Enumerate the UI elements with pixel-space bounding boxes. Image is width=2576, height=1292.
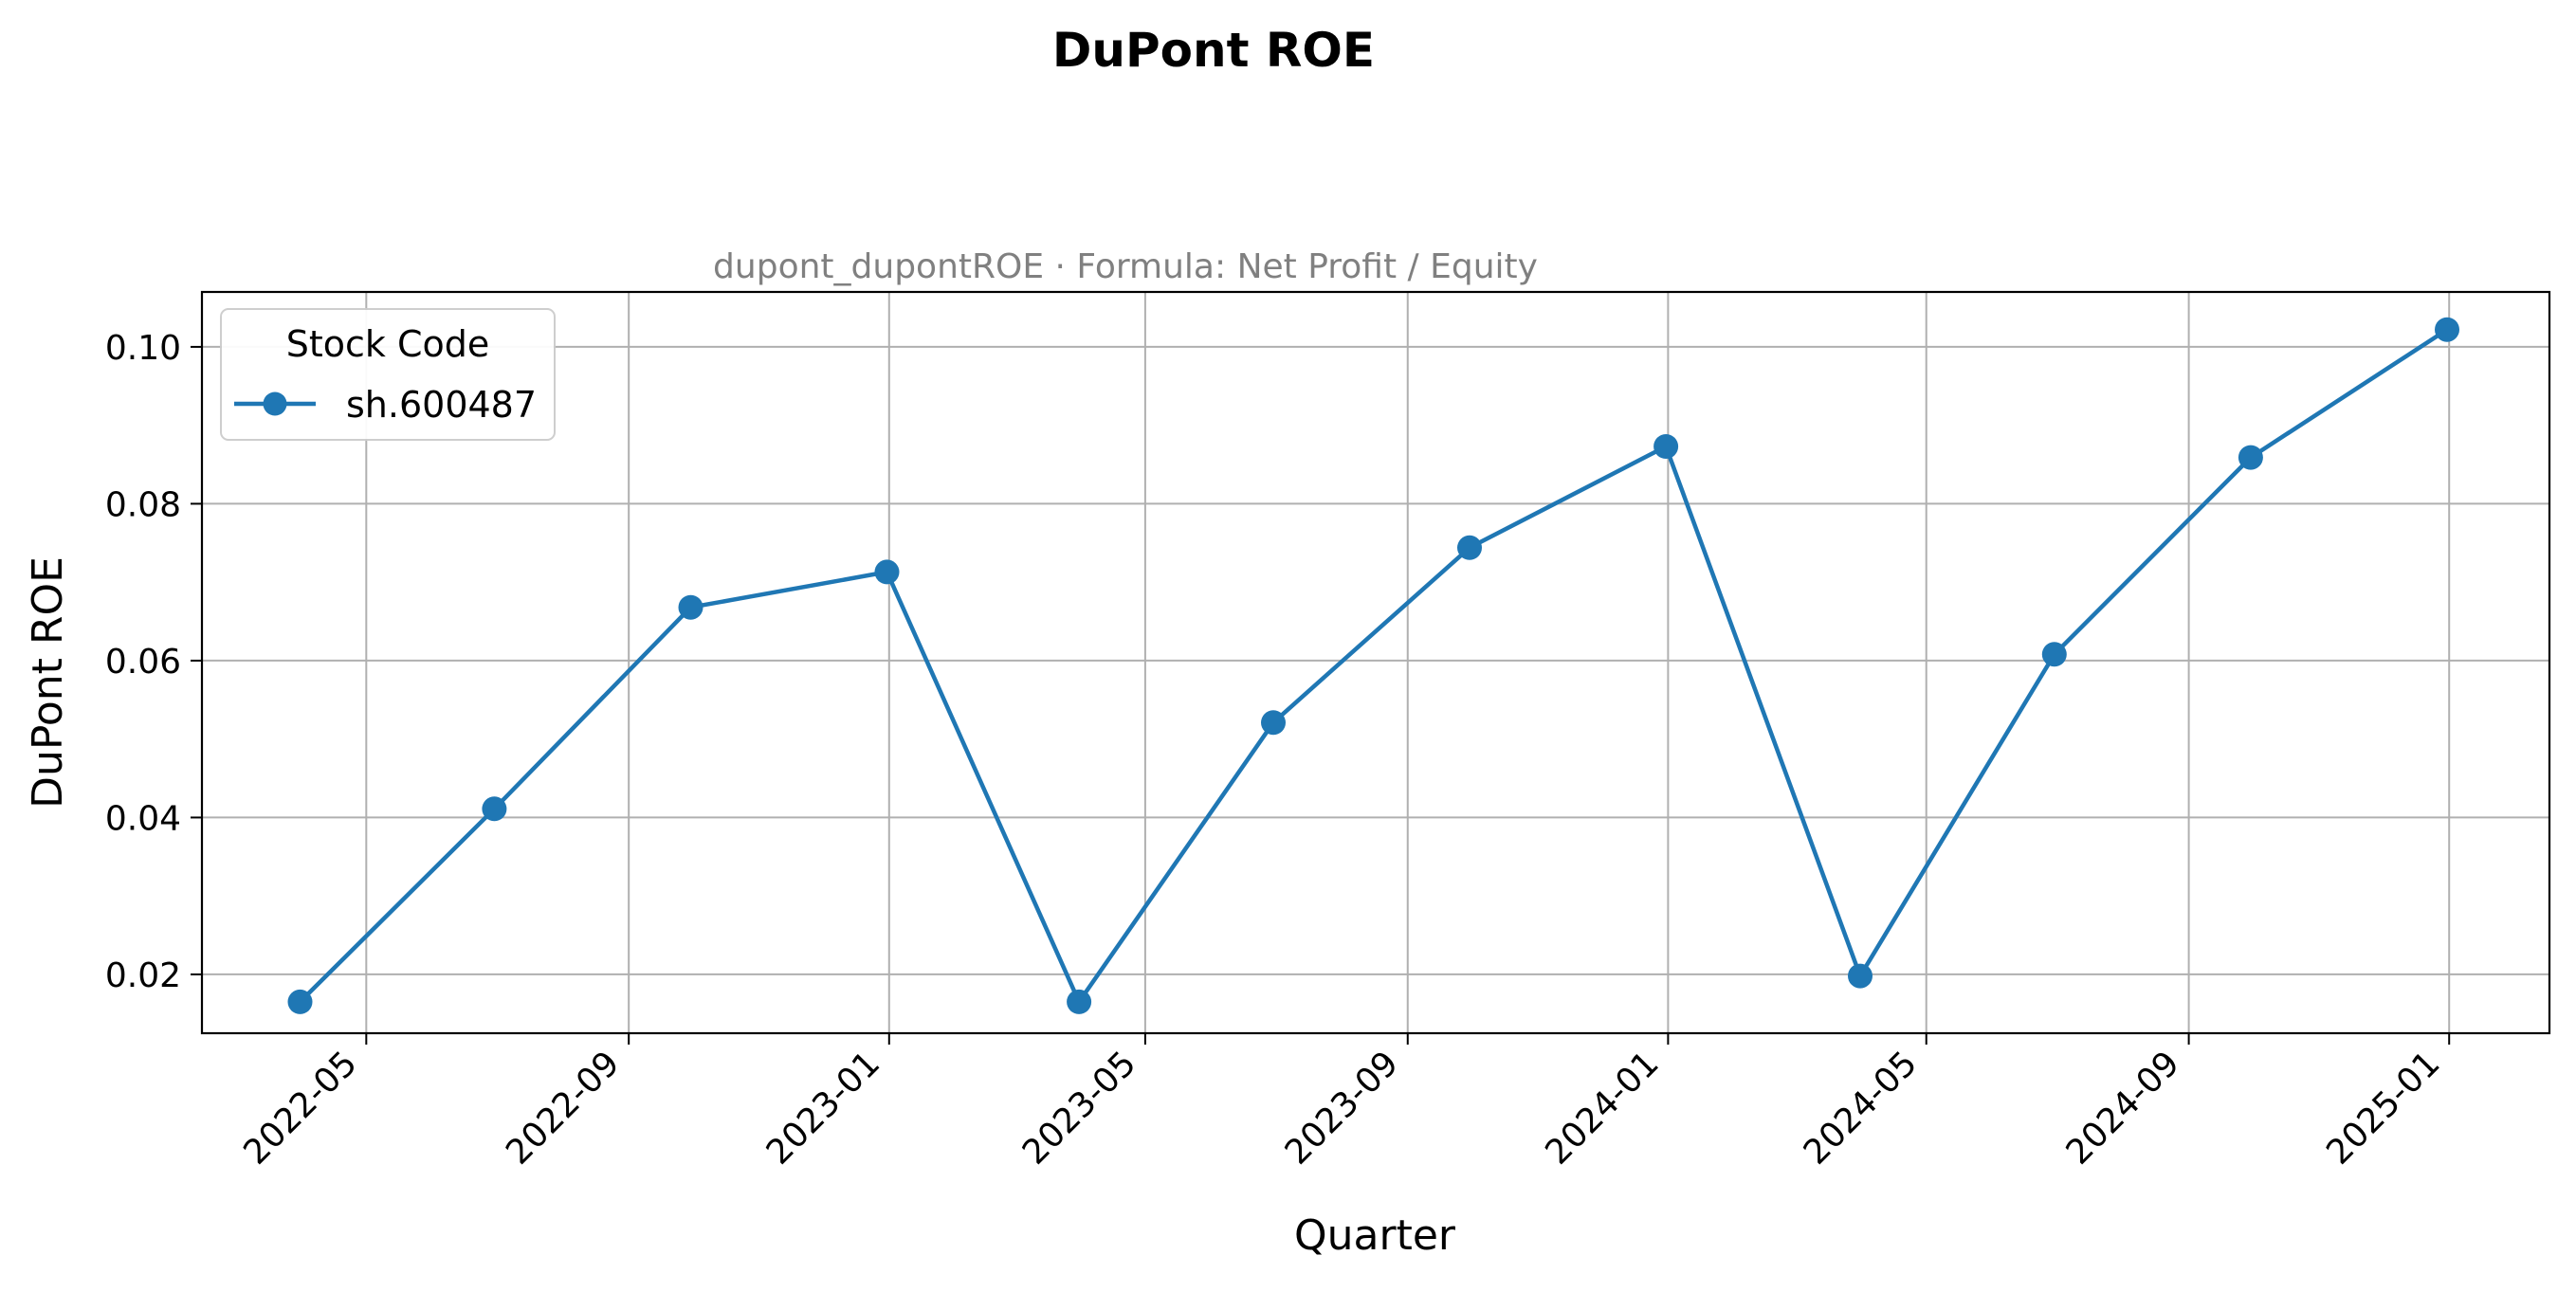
data-point: [1457, 535, 1482, 560]
y-tick-label: 0.02: [105, 956, 181, 995]
y-tick-label: 0.06: [105, 643, 181, 682]
data-point: [2238, 445, 2263, 470]
x-tick-label: 2024-05: [1797, 1044, 1925, 1172]
legend-title: Stock Code: [286, 323, 490, 365]
plot-area-frame: [200, 290, 2551, 1035]
x-axis-label: Quarter: [1294, 1211, 1456, 1260]
grid-layer: [202, 292, 2549, 1033]
x-tick-label: 2023-05: [1015, 1044, 1143, 1172]
x-tick-label: 2024-09: [2059, 1044, 2187, 1172]
y-tick-label: 0.04: [105, 799, 181, 838]
legend-entry-sh600487: sh.600487: [346, 384, 537, 426]
data-point: [2041, 642, 2067, 667]
x-tick-label: 2024-01: [1538, 1044, 1666, 1172]
y-tick-label: 0.10: [105, 329, 181, 368]
data-point: [1261, 710, 1286, 736]
series-line-sh600487: [298, 327, 2449, 1005]
data-point: [482, 796, 507, 822]
legend-marker-sh600487: [263, 391, 287, 416]
x-tick-label: 2025-01: [2319, 1044, 2447, 1172]
data-point: [1653, 434, 1679, 459]
data-point: [1848, 963, 1873, 989]
chart-subtitle: dupont_dupontROE · Formula: Net Profit /…: [713, 247, 1538, 286]
x-tick-label: 2023-01: [759, 1044, 887, 1172]
data-point: [287, 989, 313, 1014]
legend: Stock Code sh.600487: [220, 308, 556, 441]
x-tick-label: 2023-09: [1278, 1044, 1406, 1172]
chart-title: DuPont ROE: [1052, 23, 1375, 78]
legend-box: [220, 308, 556, 441]
data-point: [678, 594, 703, 620]
data-point: [874, 559, 900, 585]
data-point: [1067, 989, 1092, 1014]
y-tick-label: 0.08: [105, 485, 181, 524]
series-layer: [287, 317, 2459, 1014]
x-tick-label: 2022-05: [236, 1044, 364, 1172]
tick-layer: 2022-05 2022-09 2023-01 2023-05 2023-09 2024-…: [105, 329, 2451, 1173]
y-axis-label: DuPont ROE: [24, 556, 72, 809]
data-point: [2435, 317, 2459, 342]
x-tick-label: 2022-09: [499, 1044, 627, 1172]
